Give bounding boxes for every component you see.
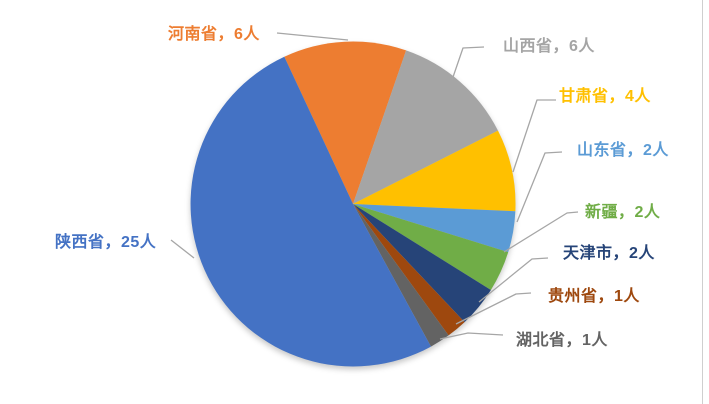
data-label-henan[interactable]: 河南省，6人: [168, 26, 260, 43]
data-label-guizhou[interactable]: 贵州省，1人: [548, 288, 640, 305]
pie-slice-gansu[interactable]: [353, 130, 516, 212]
leader-line-shandong: [516, 151, 563, 223]
leader-lines: [170, 32, 579, 340]
data-label-hubei[interactable]: 湖北省，1人: [516, 332, 608, 349]
data-label-shandong[interactable]: 山东省，2人: [577, 142, 669, 159]
data-label-tianjin[interactable]: 天津市，2人: [563, 245, 655, 262]
pie-slice-tianjin[interactable]: [353, 204, 491, 323]
leader-line-guizhou: [455, 292, 532, 325]
data-label-xinjiang[interactable]: 新疆，2人: [585, 204, 661, 221]
pie-slice-xinjiang[interactable]: [353, 204, 509, 290]
leader-line-henan: [276, 32, 349, 41]
pie-slice-shandong[interactable]: [353, 204, 516, 253]
leader-line-tianjin: [478, 257, 549, 303]
pie-slices: [190, 41, 516, 367]
leader-line-hubei: [439, 332, 504, 340]
leader-line-gansu: [512, 99, 556, 173]
leader-line-xinjiang: [503, 211, 579, 253]
data-label-shaanxi[interactable]: 陕西省，25人: [55, 234, 157, 251]
data-label-gansu[interactable]: 甘肃省，4人: [559, 88, 651, 105]
leader-line-shanxi: [451, 46, 485, 81]
pie-slice-guizhou[interactable]: [353, 204, 465, 336]
chart-area-right-border: [702, 0, 703, 404]
pie-slice-shanxi[interactable]: [353, 50, 498, 205]
leader-line-shaanxi: [170, 239, 195, 259]
pie-slice-hubei[interactable]: [353, 204, 449, 347]
pie-slice-shaanxi[interactable]: [190, 56, 431, 367]
data-label-shanxi[interactable]: 山西省，6人: [503, 38, 595, 55]
pie-slice-henan[interactable]: [284, 41, 407, 204]
